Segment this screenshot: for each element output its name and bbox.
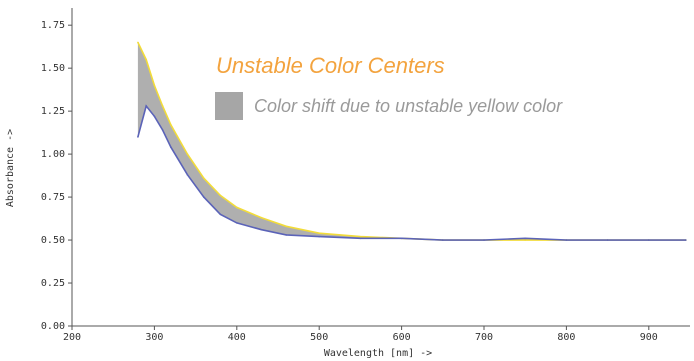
lower-series-point <box>483 239 485 241</box>
x-tick-label: 400 <box>228 332 246 343</box>
x-tick-label: 500 <box>310 332 328 343</box>
upper-series-point <box>219 194 222 197</box>
lower-series-line <box>137 104 686 241</box>
x-tick-label: 300 <box>145 332 163 343</box>
upper-series-point <box>236 206 238 209</box>
upper-series-point <box>285 225 288 228</box>
lower-series-point <box>145 105 147 107</box>
lower-series-point <box>186 173 189 176</box>
x-tick-label: 600 <box>393 332 411 343</box>
lower-series-point <box>685 239 687 241</box>
y-tick-label: 1.50 <box>41 63 65 74</box>
lower-series-point <box>219 213 222 216</box>
lower-series-point <box>137 136 139 138</box>
upper-series-point <box>186 153 189 155</box>
y-axis-title: Absorbance -> <box>5 129 16 207</box>
x-axis-title: Wavelength [nm] -> <box>324 348 432 359</box>
upper-series-point <box>137 41 139 44</box>
upper-series-point <box>260 216 263 219</box>
lower-series-point <box>524 237 526 240</box>
upper-series-point <box>153 84 156 87</box>
upper-series-point <box>161 105 164 107</box>
lower-series-point <box>203 196 205 198</box>
y-tick-label: 0.75 <box>41 192 65 203</box>
lower-series-point <box>260 228 263 231</box>
y-tick-label: 1.75 <box>41 20 65 31</box>
upper-series-point <box>318 232 321 234</box>
y-tick-label: 0.50 <box>41 235 65 246</box>
lower-series-point <box>648 239 650 241</box>
x-tick-label: 700 <box>475 332 493 343</box>
lower-series-point <box>236 222 238 224</box>
lower-series-point <box>161 129 164 131</box>
y-tick-label: 0.25 <box>41 278 65 289</box>
lower-series-point <box>606 239 609 241</box>
upper-series-point <box>359 235 362 238</box>
y-tick-label: 1.25 <box>41 106 65 117</box>
lower-series-point <box>170 146 172 149</box>
x-tick-label: 200 <box>63 332 81 343</box>
chart-title: Unstable Color Centers <box>216 53 445 78</box>
lower-series-point <box>565 239 568 241</box>
lower-series-point <box>400 237 403 240</box>
lower-series-point <box>153 115 156 118</box>
legend-label: Color shift due to unstable yellow color <box>254 96 563 116</box>
y-tick-label: 0.00 <box>41 321 65 332</box>
x-tick-label: 900 <box>640 332 658 343</box>
lower-series-point <box>359 237 362 240</box>
x-tick-label: 800 <box>557 332 575 343</box>
upper-series-point <box>145 58 147 61</box>
lower-series-point <box>442 239 444 241</box>
upper-series-point <box>524 239 526 241</box>
legend-swatch <box>215 92 243 120</box>
y-tick-label: 1.00 <box>41 149 65 160</box>
upper-series-point <box>203 177 205 179</box>
lower-series-point <box>318 235 321 238</box>
lower-series-point <box>285 234 288 236</box>
upper-series-point <box>170 124 172 126</box>
